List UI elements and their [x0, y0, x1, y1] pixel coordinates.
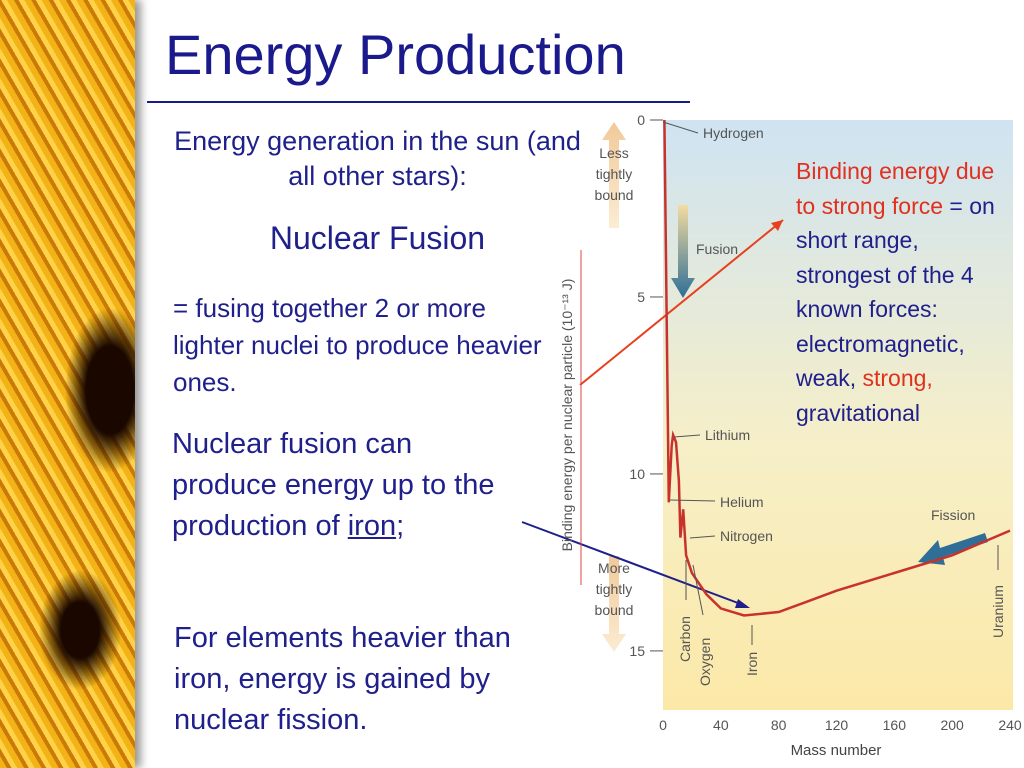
x-tick-label: 160	[883, 717, 907, 733]
fission-text: For elements heavier than iron, energy i…	[174, 622, 511, 736]
text: = on short range, strongest of the 4 kno…	[796, 192, 995, 392]
y-tick-label: 5	[637, 289, 645, 305]
element-label: Carbon	[677, 616, 693, 662]
y-axis-label: Binding energy per nuclear particle (10⁻…	[559, 279, 575, 552]
binding-energy-note: Binding energy due to strong force = on …	[796, 154, 1011, 430]
x-tick-label: 40	[713, 717, 729, 733]
arrowhead	[771, 220, 783, 231]
leader-line	[669, 499, 716, 502]
fission-arrow	[918, 533, 988, 565]
x-axis-label: Mass number	[791, 742, 882, 759]
slide-title: Energy Production	[165, 23, 626, 86]
y-tick-label: 10	[629, 466, 645, 482]
fusion-arrow	[671, 205, 695, 298]
title-rule	[147, 101, 690, 103]
plot-background	[663, 120, 1013, 710]
leader-line	[662, 121, 699, 134]
element-label: Lithium	[705, 427, 750, 443]
fusion-limit: Nuclear fusion can produce energy up to …	[172, 424, 517, 547]
arrowhead	[735, 599, 750, 608]
x-tick-label: 240	[998, 717, 1022, 733]
text: strong,	[862, 365, 933, 391]
text: ;	[396, 510, 405, 542]
leader-line	[673, 434, 701, 438]
text: Binding energy due to strong force	[796, 158, 995, 219]
arrow	[602, 122, 626, 228]
x-tick-label: 120	[825, 717, 849, 733]
x-tick-label: 200	[940, 717, 964, 733]
element-label: Nitrogen	[720, 528, 773, 544]
process-label: Fission	[931, 507, 975, 523]
text: Nuclear fusion can produce energy up to …	[172, 428, 495, 542]
y-tick-label: 15	[629, 643, 645, 659]
leader-line	[692, 564, 704, 616]
definition: = fusing together 2 or more lighter nucl…	[173, 293, 542, 397]
element-label: Oxygen	[697, 638, 713, 686]
leader-line	[689, 535, 716, 539]
pointer-line	[579, 219, 784, 386]
element-label: Hydrogen	[703, 125, 764, 141]
x-tick-label: 0	[659, 717, 667, 733]
element-label: Helium	[720, 494, 764, 510]
element-label: Iron	[744, 652, 760, 676]
arrow	[602, 556, 626, 652]
element-label: Uranium	[990, 585, 1006, 638]
bound-label: More tightly bound	[595, 560, 634, 618]
intro-text: Energy generation in the sun (and all ot…	[174, 126, 581, 191]
binding-energy-curve	[663, 119, 1011, 617]
text: iron	[347, 510, 397, 542]
text: gravitational	[796, 399, 921, 426]
sunspot-image	[0, 0, 135, 768]
y-tick-label: 0	[637, 112, 645, 128]
bound-label: Less tightly bound	[595, 145, 634, 203]
x-tick-label: 80	[771, 717, 787, 733]
heading: Nuclear Fusion	[269, 220, 486, 256]
pointer-line	[521, 521, 747, 607]
process-label: Fusion	[696, 241, 738, 257]
